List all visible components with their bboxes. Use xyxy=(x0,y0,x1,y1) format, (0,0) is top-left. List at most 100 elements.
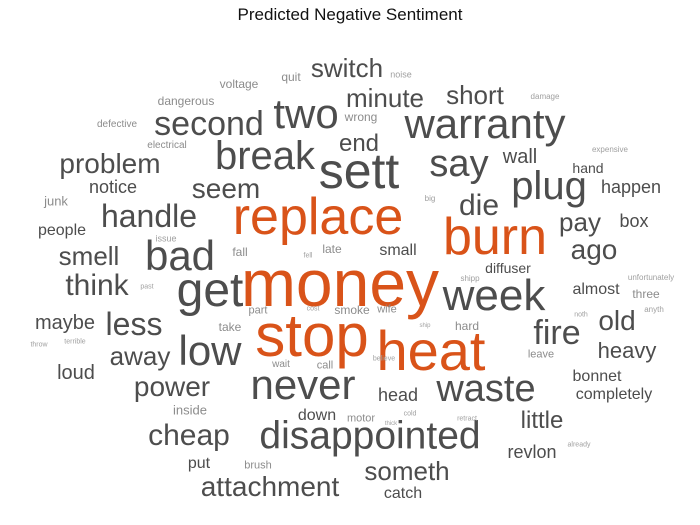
word-two: two xyxy=(273,90,339,137)
word-completely: completely xyxy=(575,386,653,403)
word-terrible: terrible xyxy=(64,338,86,346)
word-quit: quit xyxy=(281,70,301,84)
word-take: take xyxy=(218,320,242,334)
word-old: old xyxy=(598,305,636,336)
word-end: end xyxy=(338,130,380,157)
word-plug: plug xyxy=(511,164,587,208)
word-fell: fell xyxy=(303,252,313,260)
word-fire: fire xyxy=(533,314,581,352)
word-thick: thick xyxy=(384,421,398,427)
word-wait: wait xyxy=(272,359,290,370)
word-part: part xyxy=(248,304,268,317)
word-noise: noise xyxy=(390,69,412,80)
word-wrong: wrong xyxy=(344,110,378,124)
word-junk: junk xyxy=(44,193,68,209)
word-less: less xyxy=(105,306,163,342)
word-catch: catch xyxy=(383,485,423,502)
word-almost: almost xyxy=(572,281,620,298)
word-pay: pay xyxy=(559,207,601,237)
word-anyth: anyth xyxy=(644,305,664,314)
word-money: money xyxy=(240,246,440,320)
word-throw: throw xyxy=(30,341,48,349)
word-call: call xyxy=(316,359,334,372)
word-burn: burn xyxy=(442,208,548,266)
word-bad: bad xyxy=(144,232,216,279)
word-heavy: heavy xyxy=(597,338,657,363)
word-power: power xyxy=(133,371,211,402)
word-someth: someth xyxy=(364,456,450,486)
word-second: second xyxy=(154,105,264,143)
word-sett: sett xyxy=(318,143,400,199)
word-low: low xyxy=(178,327,242,374)
word-switch: switch xyxy=(310,53,384,83)
word-week: week xyxy=(442,271,546,320)
word-retract: retract xyxy=(457,415,477,423)
word-disappointed: disappointed xyxy=(259,414,481,458)
word-late: late xyxy=(322,242,342,256)
word-heat: heat xyxy=(376,319,486,382)
word-seem: seem xyxy=(191,173,261,204)
word-cost: cost xyxy=(306,305,320,313)
word-warranty: warranty xyxy=(404,100,566,147)
word-issue: issue xyxy=(155,233,177,244)
word-shipp: shipp xyxy=(460,274,480,283)
word-smoke: smoke xyxy=(334,303,370,317)
word-ago: ago xyxy=(570,234,618,265)
word-hand: hand xyxy=(572,160,604,176)
word-noth: noth xyxy=(574,311,588,319)
word-dangerous: dangerous xyxy=(157,94,215,108)
word-motor: motor xyxy=(346,412,376,425)
word-notice: notice xyxy=(88,177,138,197)
word-die: die xyxy=(458,189,500,222)
word-down: down xyxy=(297,407,337,424)
word-say: say xyxy=(429,143,489,185)
word-past: past xyxy=(140,283,154,291)
word-unfortunately: unfortunately xyxy=(627,273,675,282)
word-big: big xyxy=(424,194,436,203)
word-put: put xyxy=(187,455,211,472)
word-happen: happen xyxy=(600,177,662,197)
word-replace: replace xyxy=(232,188,404,246)
word-small: small xyxy=(379,242,417,259)
word-wife: wife xyxy=(377,303,397,316)
word-hard: hard xyxy=(454,319,480,333)
word-voltage: voltage xyxy=(219,77,259,91)
word-cheap: cheap xyxy=(148,419,230,452)
word-bonnet: bonnet xyxy=(572,368,622,385)
word-minute: minute xyxy=(345,83,425,113)
word-little: little xyxy=(520,407,564,434)
word-never: never xyxy=(250,361,356,408)
chart-title: Predicted Negative Sentiment xyxy=(237,5,463,24)
word-leave: leave xyxy=(527,348,555,361)
word-head: head xyxy=(377,385,419,405)
word-ship: ship xyxy=(419,323,431,329)
word-three: three xyxy=(632,287,660,301)
word-inside: inside xyxy=(173,402,207,418)
word-stop: stop xyxy=(255,302,369,369)
word-already: already xyxy=(567,441,591,449)
word-break: break xyxy=(214,134,316,178)
word-diffuser: diffuser xyxy=(485,260,531,276)
word-problem: problem xyxy=(59,148,161,179)
word-away: away xyxy=(109,341,171,371)
word-revlon: revlon xyxy=(507,442,557,462)
word-people: people xyxy=(37,222,87,239)
word-wall: wall xyxy=(502,146,538,168)
word-short: short xyxy=(446,80,504,110)
word-damage: damage xyxy=(530,92,560,101)
word-waste: waste xyxy=(436,368,536,410)
word-electrical: electrical xyxy=(147,140,187,151)
word-think: think xyxy=(65,269,129,302)
word-maybe: maybe xyxy=(34,312,96,334)
word-get: get xyxy=(176,264,244,317)
word-box: box xyxy=(619,211,649,231)
word-expensive: expensive xyxy=(591,145,629,154)
word-brush: brush xyxy=(244,459,272,472)
word-attachment: attachment xyxy=(200,471,340,502)
word-cold: cold xyxy=(403,410,417,418)
word-believe: believe xyxy=(372,355,396,363)
word-fall: fall xyxy=(232,245,248,259)
word-smell: smell xyxy=(58,241,120,271)
word-loud: loud xyxy=(57,362,95,384)
